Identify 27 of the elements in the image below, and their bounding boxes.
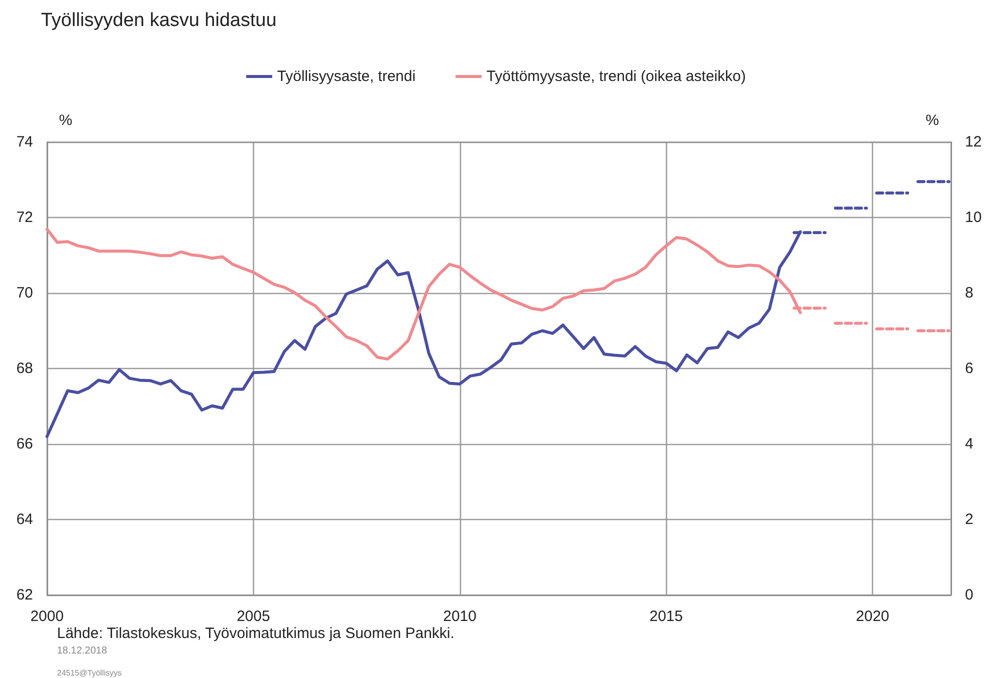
y2-tick-label: 2 (965, 511, 974, 528)
y-tick-label: 74 (16, 134, 33, 150)
legend-label: Työllisyysaste, trendi (277, 68, 416, 85)
chart-title: Työllisyyden kasvu hidastuu (41, 10, 277, 31)
y-tick-label: 64 (16, 511, 33, 528)
text: 18.12.2018 (57, 646, 108, 656)
y2-tick-label: 8 (965, 284, 974, 302)
y2-tick-label: 4 (965, 436, 974, 452)
y-tick-label: 68 (16, 360, 33, 377)
y-tick-label: 66 (16, 436, 33, 452)
x-tick-label: 2020 (856, 608, 890, 625)
y-tick-label: 72 (16, 209, 33, 226)
y-tick-label: 70 (16, 284, 33, 302)
text: 24515@Työllisyys (57, 668, 122, 678)
y2-tick-label: 6 (965, 360, 974, 377)
text: Lähde: Tilastokeskus, Työvoimatutkimus ja Suomen Pankki. (57, 625, 454, 642)
y2-tick-label: 10 (965, 209, 982, 226)
x-tick-label: 2015 (649, 608, 683, 625)
y-tick-label: 62 (16, 586, 33, 604)
y2-tick-label: 0 (965, 586, 974, 604)
x-tick-label: 2005 (236, 608, 270, 625)
y2-tick-label: 12 (965, 134, 982, 150)
x-tick-label: 2000 (30, 608, 64, 625)
y2-axis-title: % (926, 112, 939, 129)
y-axis-title: % (59, 112, 72, 129)
legend-label: Työttömyysaste, trendi (oikea asteikko) (486, 68, 746, 85)
x-tick-label: 2010 (443, 608, 476, 625)
